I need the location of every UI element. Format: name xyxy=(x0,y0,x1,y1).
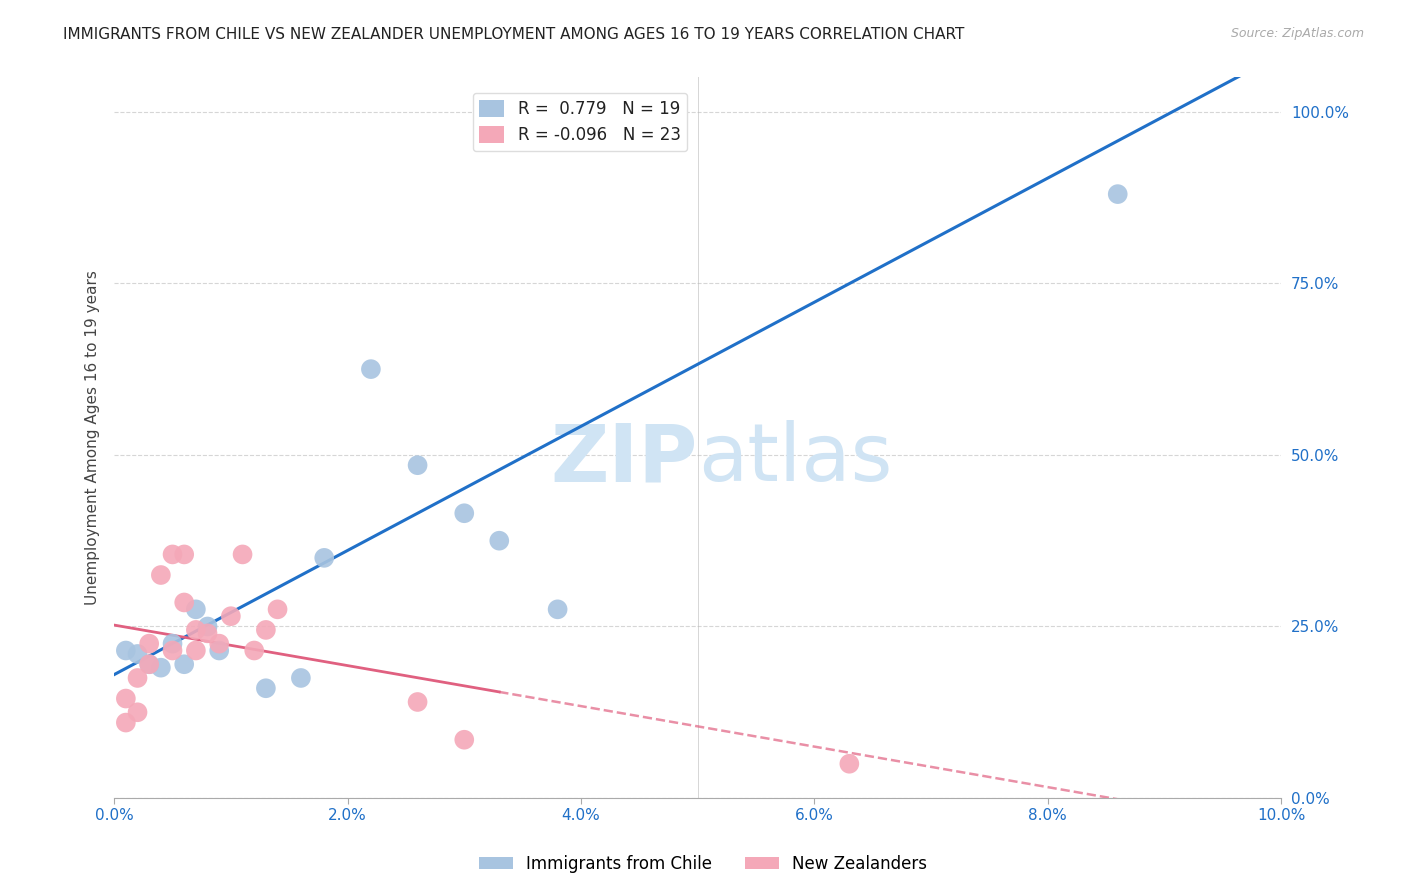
Point xyxy=(115,691,138,706)
Point xyxy=(254,623,277,637)
Point xyxy=(314,550,336,565)
Point xyxy=(453,732,475,747)
Legend: R =  0.779   N = 19, R = -0.096   N = 23: R = 0.779 N = 19, R = -0.096 N = 23 xyxy=(472,93,688,151)
Point xyxy=(184,643,207,657)
Point xyxy=(219,609,242,624)
Point xyxy=(138,637,160,651)
Point xyxy=(138,657,160,672)
Point xyxy=(127,647,149,661)
Text: Source: ZipAtlas.com: Source: ZipAtlas.com xyxy=(1230,27,1364,40)
Text: ZIP: ZIP xyxy=(550,420,697,499)
Point xyxy=(184,602,207,616)
Point xyxy=(453,506,475,520)
Point xyxy=(173,657,195,672)
Point xyxy=(162,548,184,562)
Point xyxy=(1107,187,1129,202)
Point xyxy=(138,657,160,672)
Point xyxy=(149,661,172,675)
Point xyxy=(173,548,195,562)
Point xyxy=(406,695,429,709)
Point xyxy=(127,671,149,685)
Point xyxy=(197,619,219,633)
Legend: Immigrants from Chile, New Zealanders: Immigrants from Chile, New Zealanders xyxy=(472,848,934,880)
Point xyxy=(197,626,219,640)
Point xyxy=(254,681,277,696)
Point xyxy=(360,362,382,376)
Point xyxy=(162,637,184,651)
Text: atlas: atlas xyxy=(697,420,891,499)
Point xyxy=(488,533,510,548)
Point xyxy=(149,568,172,582)
Point xyxy=(127,706,149,720)
Point xyxy=(266,602,288,616)
Point xyxy=(838,756,860,771)
Point xyxy=(162,643,184,657)
Point xyxy=(115,715,138,730)
Point xyxy=(208,643,231,657)
Point xyxy=(208,637,231,651)
Point xyxy=(115,643,138,657)
Text: IMMIGRANTS FROM CHILE VS NEW ZEALANDER UNEMPLOYMENT AMONG AGES 16 TO 19 YEARS CO: IMMIGRANTS FROM CHILE VS NEW ZEALANDER U… xyxy=(63,27,965,42)
Point xyxy=(232,548,254,562)
Point xyxy=(406,458,429,473)
Point xyxy=(290,671,312,685)
Point xyxy=(534,104,557,119)
Point xyxy=(173,595,195,609)
Point xyxy=(184,623,207,637)
Point xyxy=(243,643,266,657)
Y-axis label: Unemployment Among Ages 16 to 19 years: Unemployment Among Ages 16 to 19 years xyxy=(86,270,100,605)
Point xyxy=(547,602,569,616)
